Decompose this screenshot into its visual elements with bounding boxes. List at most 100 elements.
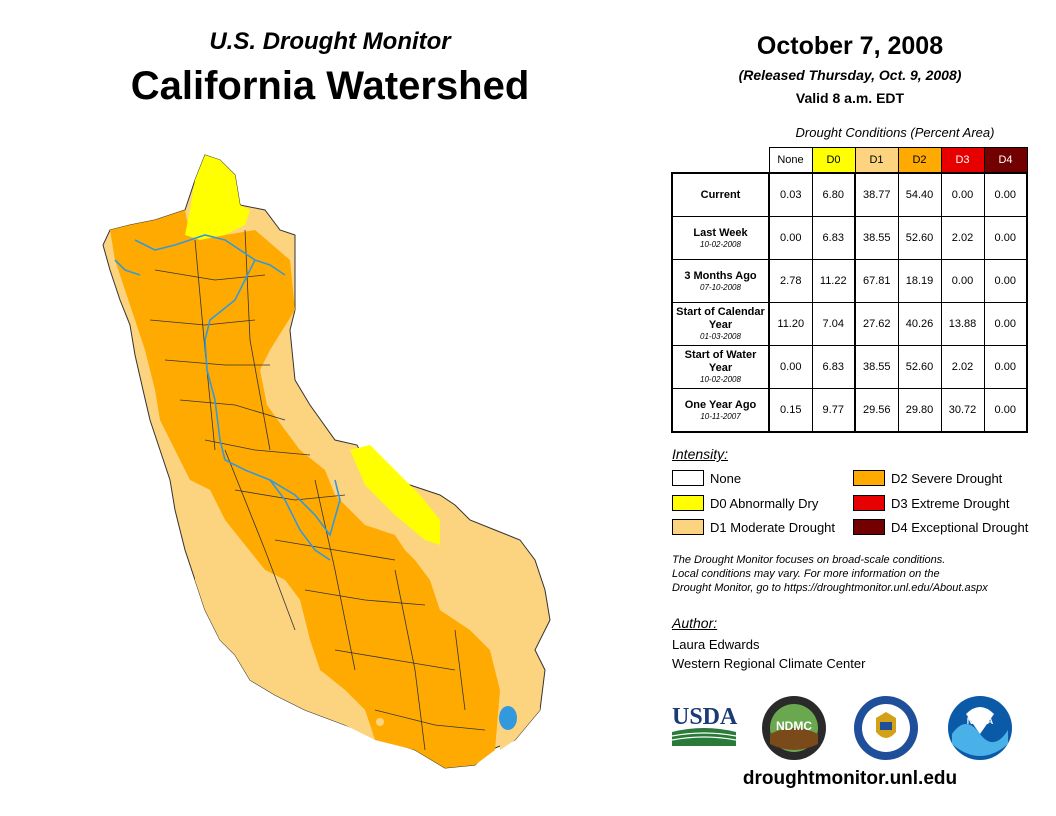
row-label-text: Start of Water Year	[684, 349, 757, 374]
legend-item-d0: D0 Abnormally Dry	[672, 495, 818, 511]
legend-swatch-d1	[672, 519, 704, 535]
cell-d4: 0.00	[983, 172, 1028, 217]
row-label: Current	[671, 172, 770, 217]
california-watershed-map	[102, 154, 551, 769]
table-row: 3 Months Ago 07-10-2008 2.78 11.22 67.81 18.1…	[671, 259, 1028, 303]
usda-logo: USDA	[671, 704, 738, 746]
column-header-d1: D1	[854, 147, 899, 174]
conditions-title: Drought Conditions (Percent Area)	[795, 125, 995, 140]
legend-label-d1: D1 Moderate Drought	[710, 519, 836, 535]
note-line-2: Local conditions may vary. For more info…	[672, 568, 940, 580]
ndmc-logo-text: NDMC	[776, 719, 812, 733]
row-label: Start of Calendar Year 01-03-2008	[671, 302, 770, 346]
note-line-1: The Drought Monitor focuses on broad-sca…	[672, 554, 946, 566]
cell-d4: 0.00	[983, 259, 1028, 303]
legend-item-d4: D4 Exceptional Drought	[853, 519, 1028, 535]
table-row: One Year Ago 10-11-2007 0.15 9.77 29.56 29.80…	[671, 388, 1028, 433]
noaa-logo: NOAA	[948, 696, 1012, 760]
cell-d3: 0.00	[940, 259, 985, 303]
legend-swatch-d4	[853, 519, 885, 535]
map-date: October 7, 2008	[756, 32, 944, 60]
valid-time: Valid 8 a.m. EDT	[795, 90, 905, 106]
table-row: Start of Water Year 10-02-2008 0.00 6.83 38.…	[671, 345, 1028, 389]
cell-d4: 0.00	[983, 345, 1028, 389]
cell-d0: 6.83	[811, 345, 856, 389]
map-lake	[499, 706, 517, 730]
legend-item-d3: D3 Extreme Drought	[853, 495, 1010, 511]
note-line-3: Drought Monitor, go to https://droughtmo…	[672, 582, 988, 594]
release-date: (Released Thursday, Oct. 9, 2008)	[738, 67, 962, 83]
row-label-text: 3 Months Ago	[684, 269, 757, 282]
cell-d2: 29.80	[897, 388, 942, 433]
table-row: Current 0.03 6.80 38.77 54.40 0.00 0.00	[671, 172, 1028, 217]
website-url[interactable]: droughtmonitor.unl.edu	[742, 768, 958, 789]
legend-swatch-d3	[853, 495, 885, 511]
disclaimer-note: The Drought Monitor focuses on broad-sca…	[672, 553, 1042, 595]
drought-conditions-table: None D0 D1 D2 D3 D4 Current 0.03 6.80 38.77 54.40 0…	[671, 147, 1028, 433]
cell-d1: 38.55	[854, 345, 899, 389]
legend-label-d0: D0 Abnormally Dry	[710, 495, 819, 511]
map-islands	[324, 695, 384, 727]
column-header-d4: D4	[983, 147, 1028, 174]
legend-swatch-none	[672, 470, 704, 486]
cell-d0: 11.22	[811, 259, 856, 303]
cell-d1: 38.55	[854, 216, 899, 260]
cell-d1: 27.62	[854, 302, 899, 346]
noaa-logo-text: NOAA	[967, 716, 994, 726]
legend-label-d3: D3 Extreme Drought	[891, 495, 1010, 511]
row-label-date: 07-10-2008	[700, 282, 741, 292]
cell-none: 0.15	[768, 388, 813, 433]
cell-d0: 6.80	[811, 172, 856, 217]
cell-d2: 52.60	[897, 345, 942, 389]
map-title: California Watershed	[130, 64, 530, 108]
row-label: One Year Ago 10-11-2007	[671, 388, 770, 433]
cell-d0: 7.04	[811, 302, 856, 346]
map-region-d0-north	[185, 155, 250, 240]
author-name: Laura Edwards	[672, 637, 760, 652]
row-label: Start of Water Year 10-02-2008	[671, 345, 770, 389]
legend-label-none: None	[710, 470, 742, 486]
row-label-text: Start of Calendar Year	[676, 306, 765, 331]
ndmc-logo: NDMC	[762, 696, 826, 760]
cell-d3: 2.02	[940, 216, 985, 260]
map-rivers	[114, 234, 341, 561]
legend-label-d2: D2 Severe Drought	[891, 470, 1003, 486]
column-header-d0: D0	[811, 147, 856, 174]
cell-d2: 52.60	[897, 216, 942, 260]
legend-title: Intensity:	[672, 446, 729, 462]
row-label-date: 10-02-2008	[700, 375, 741, 384]
cell-d0: 9.77	[811, 388, 856, 433]
cell-none: 0.03	[768, 172, 813, 217]
legend-item-d1: D1 Moderate Drought	[672, 519, 835, 535]
cell-d2: 54.40	[897, 172, 942, 217]
cell-d2: 40.26	[897, 302, 942, 346]
map-region-d2	[110, 210, 500, 768]
map-subtitle: U.S. Drought Monitor	[209, 28, 451, 55]
cell-none: 0.00	[768, 345, 813, 389]
usda-logo-text: USDA	[672, 704, 738, 730]
commerce-seal-logo	[854, 696, 918, 760]
row-label-text: One Year Ago	[684, 398, 757, 411]
cell-d4: 0.00	[983, 388, 1028, 433]
cell-d4: 0.00	[983, 216, 1028, 260]
cell-d2: 18.19	[897, 259, 942, 303]
table-corner	[672, 148, 769, 174]
column-header-d3: D3	[940, 147, 985, 174]
cell-d0: 6.83	[811, 216, 856, 260]
row-label-text: Current	[700, 188, 741, 201]
cell-d3: 2.02	[940, 345, 985, 389]
author-heading: Author:	[672, 615, 718, 631]
cell-d4: 0.00	[983, 302, 1028, 346]
cell-d3: 13.88	[940, 302, 985, 346]
row-label: Last Week 10-02-2008	[671, 216, 770, 260]
cell-d3: 0.00	[940, 172, 985, 217]
cell-d1: 29.56	[854, 388, 899, 433]
map-region-d0-east	[350, 445, 440, 545]
map-region-d1-corridor	[395, 535, 540, 750]
cell-none: 0.00	[768, 216, 813, 260]
cell-none: 2.78	[768, 259, 813, 303]
table-row: Last Week 10-02-2008 0.00 6.83 38.55 52.60 2.0…	[671, 216, 1028, 260]
legend-label-d4: D4 Exceptional Drought	[891, 519, 1029, 535]
row-label: 3 Months Ago 07-10-2008	[671, 259, 770, 303]
row-label-date: 10-02-2008	[700, 239, 741, 249]
